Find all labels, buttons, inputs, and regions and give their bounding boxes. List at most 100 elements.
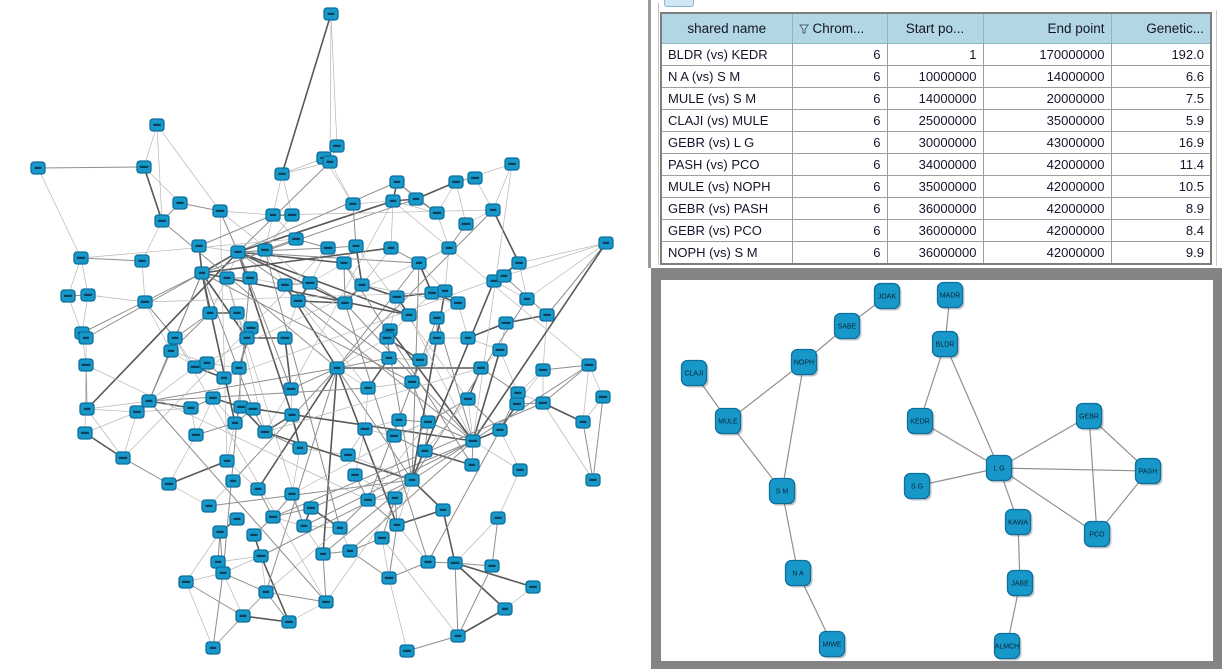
network-node[interactable] <box>598 236 614 250</box>
network-node[interactable] <box>337 296 353 310</box>
network-node[interactable] <box>115 451 131 465</box>
network-node[interactable] <box>504 157 520 171</box>
network-node[interactable] <box>429 311 445 325</box>
table-row[interactable]: MULE (vs) NOPH 6 35000000 42000000 10.5 <box>660 175 1212 198</box>
network-node[interactable] <box>342 544 358 558</box>
detail-network-canvas[interactable]: JOAK MADR SABE BLDR NOPH CLAJI MULE KEDR GEBR L G… <box>661 280 1213 661</box>
network-node[interactable] <box>379 331 395 345</box>
network-node[interactable] <box>277 331 293 345</box>
network-node[interactable]: CLAJI <box>680 359 709 388</box>
network-node[interactable] <box>354 278 370 292</box>
network-node[interactable] <box>411 256 427 270</box>
column-header-startpo[interactable]: Start po... <box>886 13 984 44</box>
network-node[interactable] <box>498 316 514 330</box>
network-node[interactable] <box>284 408 300 422</box>
network-node[interactable] <box>360 381 376 395</box>
network-node[interactable] <box>212 204 228 218</box>
network-node[interactable] <box>329 361 345 375</box>
network-node[interactable] <box>149 118 165 132</box>
network-node[interactable] <box>292 441 308 455</box>
network-node[interactable] <box>257 425 273 439</box>
network-node[interactable] <box>424 286 440 300</box>
overview-network-canvas[interactable] <box>0 0 648 669</box>
network-node[interactable] <box>154 214 170 228</box>
network-node[interactable] <box>288 232 304 246</box>
network-node[interactable] <box>389 175 405 189</box>
network-node[interactable] <box>229 512 245 526</box>
network-node[interactable]: MULE <box>714 407 743 436</box>
network-node[interactable] <box>265 208 281 222</box>
network-node[interactable] <box>391 413 407 427</box>
network-node[interactable] <box>281 615 297 629</box>
network-node[interactable] <box>387 491 403 505</box>
network-node[interactable] <box>163 344 179 358</box>
network-node[interactable] <box>194 266 210 280</box>
network-node[interactable] <box>231 361 247 375</box>
network-node[interactable] <box>401 308 417 322</box>
network-node[interactable] <box>80 288 96 302</box>
network-node[interactable] <box>296 519 312 533</box>
network-node[interactable] <box>73 251 89 265</box>
network-node[interactable] <box>161 477 177 491</box>
network-node[interactable] <box>386 429 402 443</box>
network-node[interactable] <box>77 426 93 440</box>
network-node[interactable] <box>141 394 157 408</box>
network-node[interactable] <box>318 595 334 609</box>
network-node[interactable] <box>429 206 445 220</box>
network-node[interactable]: JOAK <box>873 282 902 311</box>
network-node[interactable] <box>227 416 243 430</box>
network-node[interactable] <box>485 203 501 217</box>
network-node[interactable] <box>191 239 207 253</box>
network-node[interactable] <box>215 566 231 580</box>
network-node[interactable]: BLDR <box>931 330 960 359</box>
network-node[interactable] <box>212 525 228 539</box>
network-node[interactable] <box>283 382 299 396</box>
network-node[interactable] <box>258 585 274 599</box>
network-node[interactable] <box>417 444 433 458</box>
network-node[interactable] <box>374 531 390 545</box>
network-node[interactable] <box>257 243 273 257</box>
network-node[interactable]: GEBR <box>1075 402 1104 431</box>
panel-splitter[interactable] <box>648 0 663 268</box>
table-row[interactable]: PASH (vs) PCO 6 34000000 42000000 11.4 <box>660 153 1212 176</box>
network-node[interactable] <box>265 510 281 524</box>
network-node[interactable] <box>336 256 352 270</box>
network-node[interactable] <box>219 454 235 468</box>
table-scroll-strip[interactable] <box>1216 10 1217 266</box>
network-node[interactable] <box>381 351 397 365</box>
table-row[interactable]: CLAJI (vs) MULE 6 25000000 35000000 5.9 <box>660 109 1212 132</box>
table-row[interactable]: GEBR (vs) PCO 6 36000000 42000000 8.4 <box>660 219 1212 242</box>
network-node[interactable] <box>329 139 345 153</box>
network-node[interactable]: SABE <box>833 312 862 341</box>
network-node[interactable] <box>581 358 597 372</box>
network-node[interactable]: S M <box>768 477 797 506</box>
network-node[interactable] <box>437 284 453 298</box>
network-node[interactable] <box>383 241 399 255</box>
network-node[interactable]: N A <box>784 559 813 588</box>
network-node[interactable] <box>129 405 145 419</box>
network-node[interactable] <box>404 473 420 487</box>
network-node[interactable] <box>429 331 445 345</box>
network-node[interactable] <box>447 556 463 570</box>
network-node[interactable] <box>464 458 480 472</box>
network-node[interactable] <box>205 641 221 655</box>
network-node[interactable] <box>245 402 261 416</box>
network-node[interactable] <box>539 308 555 322</box>
network-node[interactable] <box>435 503 451 517</box>
column-header-endpoint[interactable]: End point <box>982 13 1112 44</box>
table-tab-stub[interactable] <box>664 0 694 7</box>
network-node[interactable] <box>509 397 525 411</box>
network-node[interactable] <box>467 171 483 185</box>
network-node[interactable] <box>497 602 513 616</box>
network-node[interactable]: KEDR <box>906 407 935 436</box>
network-node[interactable] <box>322 155 338 169</box>
network-node[interactable] <box>183 401 199 415</box>
network-node[interactable] <box>239 331 255 345</box>
network-node[interactable] <box>303 501 319 515</box>
network-node[interactable] <box>458 217 474 231</box>
network-node[interactable] <box>441 241 457 255</box>
network-node[interactable] <box>389 290 405 304</box>
network-node[interactable]: MADR <box>936 281 965 310</box>
network-node[interactable]: NOPH <box>790 348 819 377</box>
network-node[interactable] <box>323 7 339 21</box>
